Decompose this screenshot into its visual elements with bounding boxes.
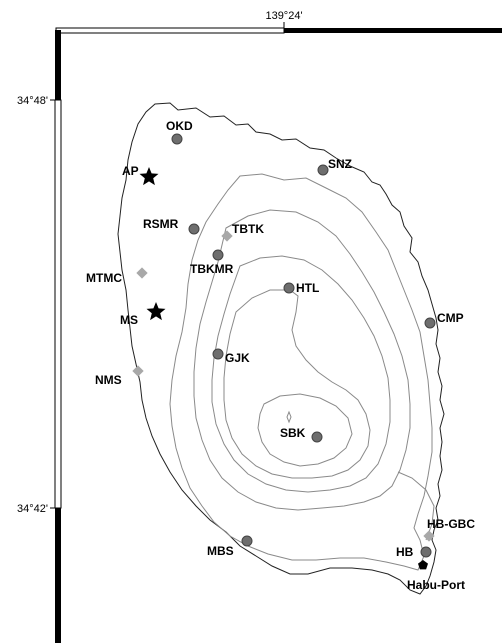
- station-ap-label: AP: [122, 164, 139, 178]
- station-hb-label: HB: [396, 545, 414, 559]
- station-hb-gbc-label: HB-GBC: [427, 517, 475, 531]
- left-axis-label-north: 34°48': [17, 95, 48, 107]
- station-mtmc-marker: [136, 267, 148, 279]
- contour-6: [397, 471, 435, 541]
- station-habu-port-marker: [418, 560, 428, 570]
- station-nms-label: NMS: [95, 373, 122, 387]
- frame-scale-bar-left-1: [55, 30, 61, 100]
- coastline: [117, 102, 445, 595]
- station-gjk-label: GJK: [225, 351, 250, 365]
- station-cmp-marker: [424, 317, 436, 329]
- left-axis-label-south: 34°42': [17, 503, 48, 515]
- contour-4: [223, 289, 371, 479]
- crater-marker: [286, 410, 292, 424]
- station-hb-gbc-marker: [423, 530, 435, 542]
- contour-3: [211, 255, 391, 493]
- contour-2: [193, 209, 411, 511]
- map-frame: [50, 22, 502, 643]
- station-snz-label: SNZ: [328, 157, 352, 171]
- station-sbk-label: SBK: [280, 426, 306, 440]
- station-rsmr-label: RSMR: [143, 217, 179, 231]
- frame-scale-bar-top: [284, 28, 502, 33]
- stations: OKD AP SNZ RSMR TBTK MTMC TBKMR HTL MS C…: [86, 119, 475, 592]
- station-nms-marker: [132, 365, 144, 377]
- station-mbs-marker: [241, 535, 253, 547]
- station-tbkmr-marker: [212, 249, 224, 261]
- station-ms-label: MS: [120, 313, 138, 327]
- station-tbtk-marker: [221, 230, 233, 242]
- contour-lines: [169, 173, 435, 571]
- station-okd-marker: [171, 133, 183, 145]
- station-rsmr-marker: [188, 223, 200, 235]
- top-axis-label: 139°24': [265, 10, 302, 22]
- station-htl-marker: [283, 282, 295, 294]
- station-snz-marker: [317, 164, 329, 176]
- station-tbkmr-label: TBKMR: [190, 262, 234, 276]
- frame-scale-bar-left-2: [55, 508, 61, 643]
- station-mtmc-label: MTMC: [86, 271, 122, 285]
- station-ap-marker: [139, 167, 159, 186]
- station-hb-marker: [420, 546, 432, 558]
- station-cmp-label: CMP: [437, 311, 464, 325]
- station-htl-label: HTL: [296, 281, 319, 295]
- contour-5: [257, 393, 353, 467]
- contour-1: [169, 173, 433, 571]
- station-habu-port-label: Habu-Port: [407, 578, 465, 592]
- station-okd-label: OKD: [166, 119, 193, 133]
- station-gjk-marker: [212, 348, 224, 360]
- station-ms-marker: [146, 302, 166, 321]
- station-mbs-label: MBS: [207, 544, 234, 558]
- station-tbtk-label: TBTK: [232, 222, 264, 236]
- station-sbk-marker: [311, 431, 323, 443]
